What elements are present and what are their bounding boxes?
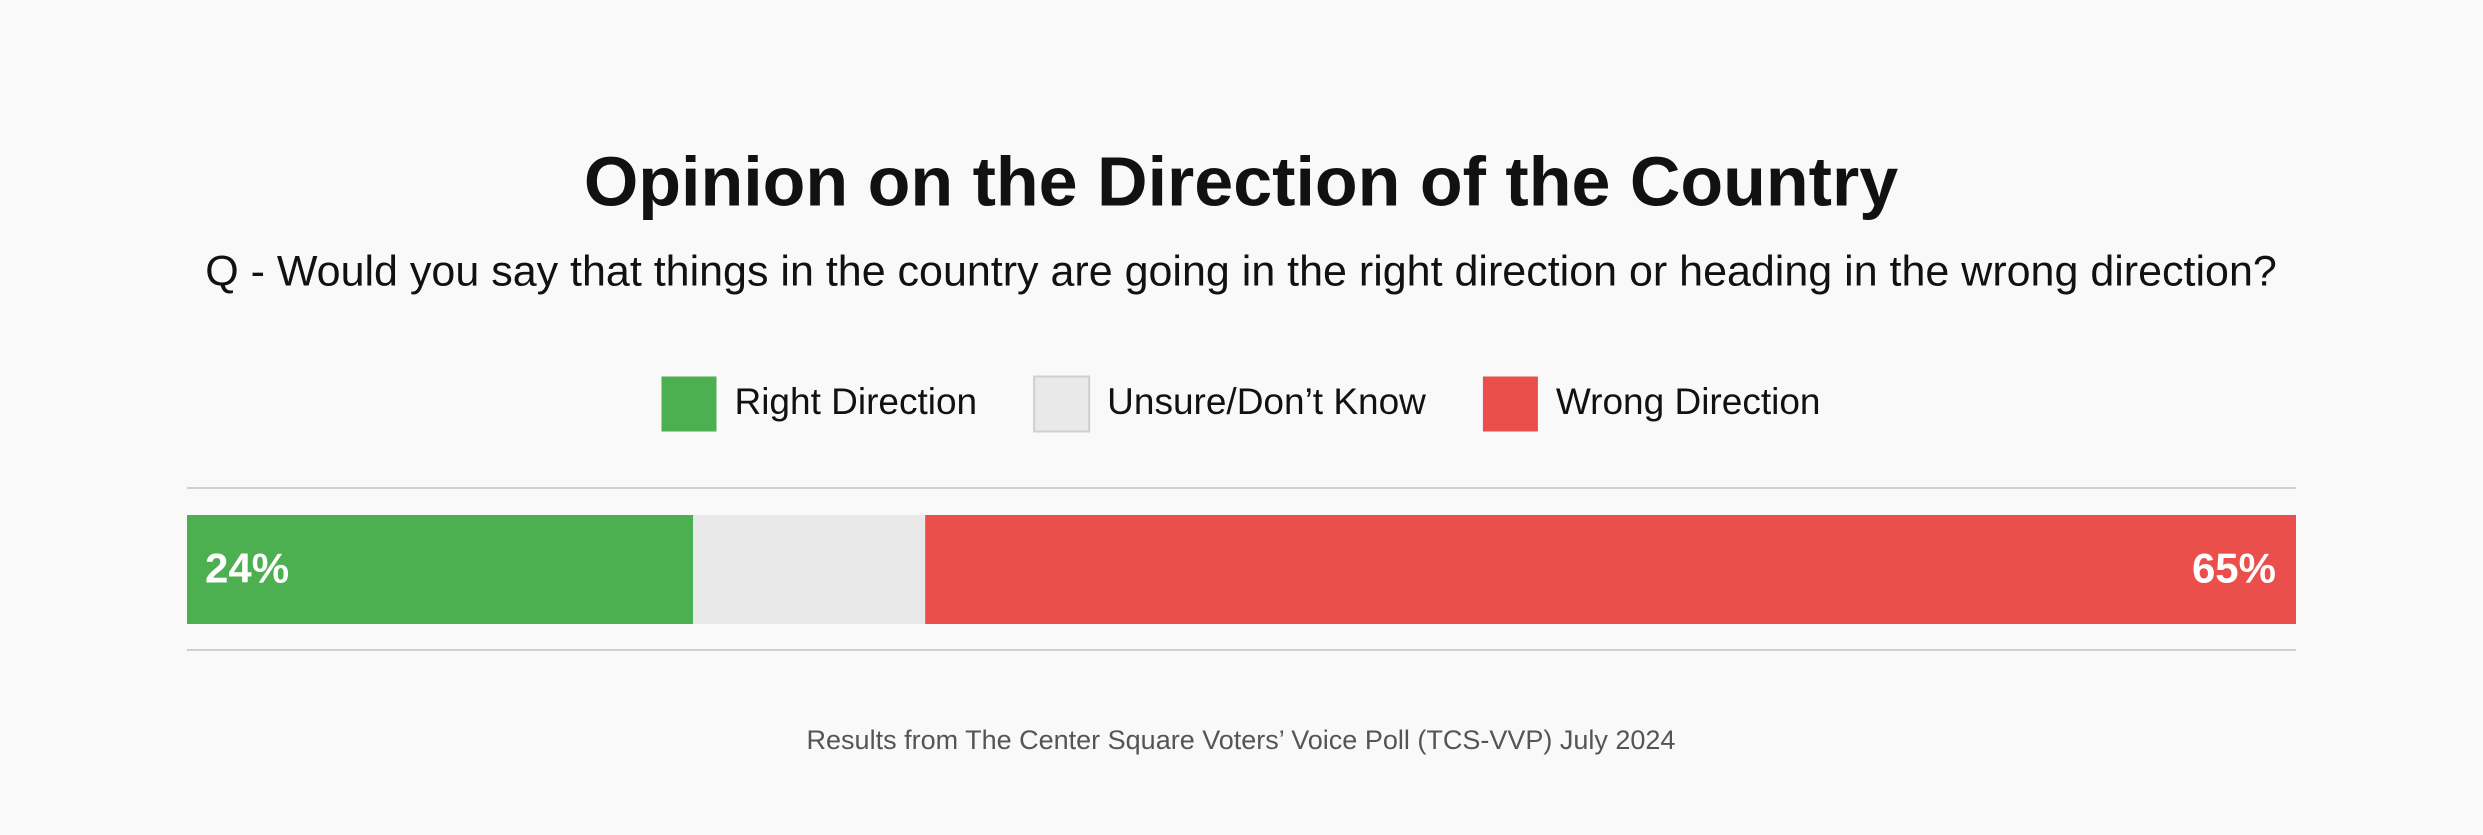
legend-label: Right Direction bbox=[734, 381, 977, 422]
chart-subtitle: Q - Would you say that things in the cou… bbox=[205, 247, 2277, 295]
legend-swatch bbox=[1482, 376, 1538, 432]
bar-segment bbox=[693, 515, 926, 624]
data-label: 24% bbox=[205, 545, 289, 592]
source-note: Results from The Center Square Voters’ V… bbox=[807, 725, 1676, 755]
chart-title: Opinion on the Direction of the Country bbox=[584, 142, 1898, 220]
legend-swatch bbox=[661, 376, 717, 432]
data-label: 65% bbox=[2192, 545, 2276, 592]
bar-segment bbox=[187, 515, 694, 624]
legend-label: Unsure/Don’t Know bbox=[1107, 381, 1426, 422]
legend-swatch bbox=[1033, 375, 1091, 433]
legend-label: Wrong Direction bbox=[1556, 381, 1821, 422]
bar-segment bbox=[925, 515, 2296, 624]
